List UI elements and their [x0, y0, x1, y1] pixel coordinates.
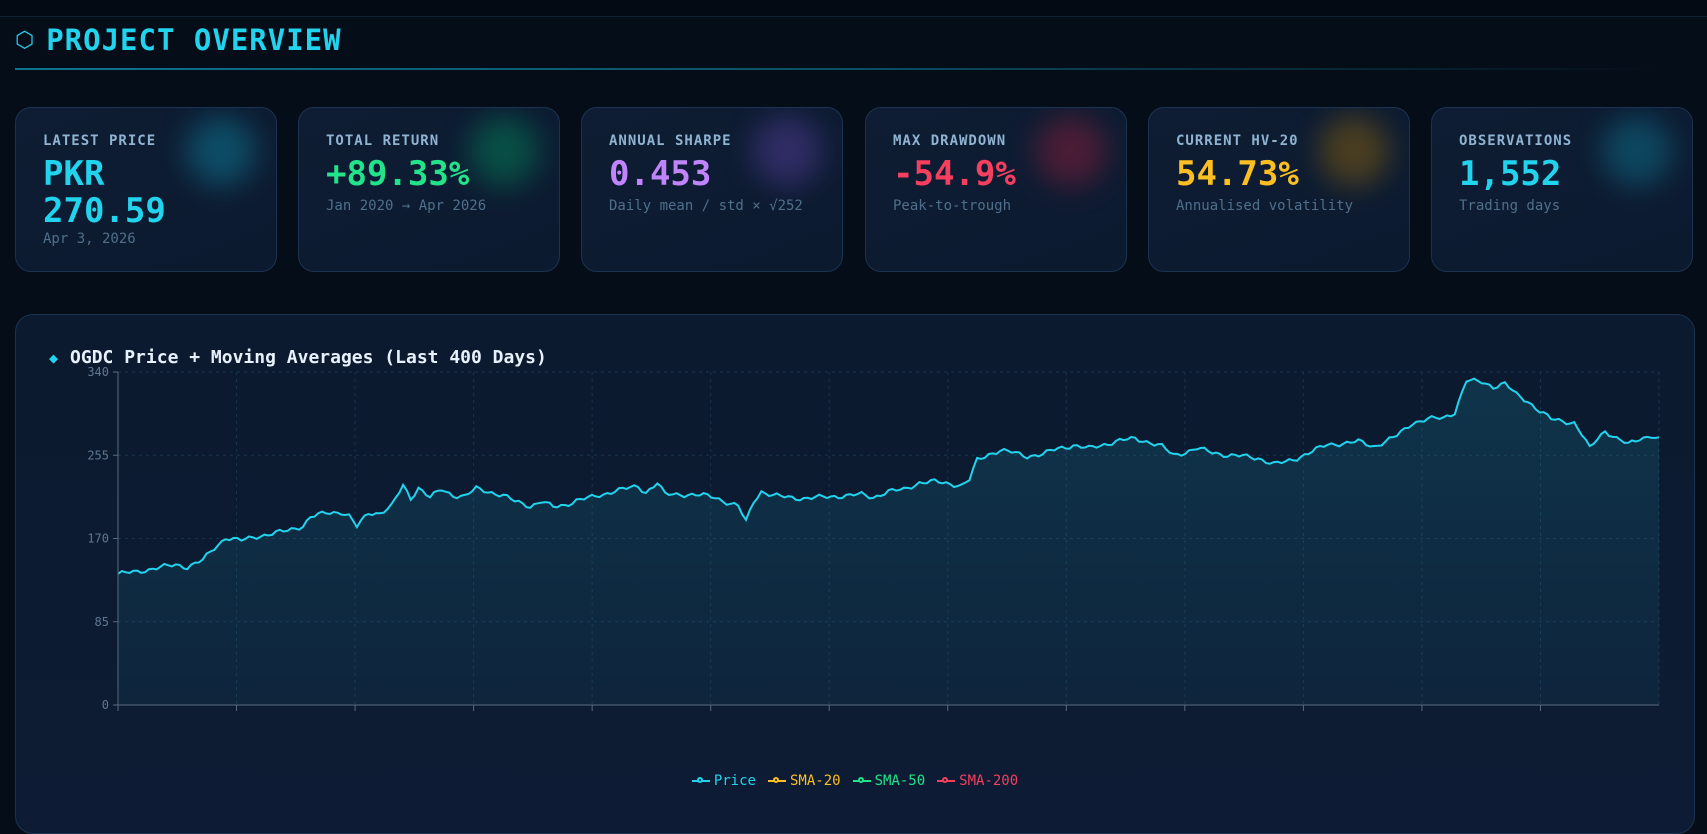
legend-label: SMA-50: [874, 773, 926, 789]
page-header: ⬡ PROJECT OVERVIEW: [15, 20, 342, 60]
y-tick-label: 170: [87, 532, 109, 546]
legend-label: Price: [713, 773, 756, 789]
card-glow: [469, 116, 539, 186]
legend-item-sma50[interactable]: SMA-50: [852, 773, 926, 789]
kpi-value: 54.73%: [1176, 154, 1299, 194]
kpi-subtext: Peak-to-trough: [893, 198, 1012, 214]
kpi-card-total-return: TOTAL RETURN +89.33% Jan 2020 → Apr 2026: [298, 107, 560, 272]
chart-header: ◆ OGDC Price + Moving Averages (Last 400…: [49, 347, 547, 368]
page-title: PROJECT OVERVIEW: [46, 23, 342, 57]
kpi-label: LATEST PRICE: [43, 133, 157, 149]
kpi-subtext: Jan 2020 → Apr 2026: [326, 198, 487, 214]
card-glow: [1602, 116, 1672, 186]
legend-marker-icon: [937, 777, 956, 783]
kpi-label: TOTAL RETURN: [326, 133, 440, 149]
legend-marker-icon: [852, 777, 871, 783]
kpi-value: +89.33%: [326, 154, 470, 194]
card-glow: [1319, 116, 1389, 186]
y-axis-ticks: 0 85 170 255 340: [87, 365, 118, 712]
kpi-label: CURRENT HV-20: [1176, 133, 1299, 149]
kpi-subtext: Annualised volatility: [1176, 198, 1354, 214]
kpi-value: 0.453: [609, 154, 712, 194]
y-tick-label: 85: [95, 615, 109, 629]
kpi-subtext: Daily mean / std × √252: [609, 198, 803, 214]
kpi-value-amount: 270.59: [43, 191, 166, 231]
card-glow: [752, 116, 822, 186]
y-tick-label: 340: [87, 365, 109, 379]
y-tick-label: 255: [87, 448, 109, 462]
hexagon-icon: ⬡: [15, 27, 35, 53]
kpi-card-latest-price: LATEST PRICE PKR 270.59 Apr 3, 2026: [15, 107, 277, 272]
legend-item-sma200[interactable]: SMA-200: [937, 773, 1018, 789]
kpi-value: PKR 270.59: [43, 156, 166, 230]
kpi-card-current-hv20: CURRENT HV-20 54.73% Annualised volatili…: [1148, 107, 1410, 272]
card-glow: [186, 116, 256, 186]
legend-marker-icon: [691, 777, 710, 783]
kpi-value: 1,552: [1459, 154, 1562, 194]
chart-title: OGDC Price + Moving Averages (Last 400 D…: [70, 347, 547, 368]
y-tick-label: 0: [102, 698, 109, 712]
chart-legend: Price SMA-20 SMA-50 SMA-200: [16, 773, 1694, 789]
price-area: [118, 378, 1659, 705]
diamond-icon: ◆: [49, 348, 59, 367]
kpi-subtext: Trading days: [1459, 198, 1561, 214]
chart-panel: ◆ OGDC Price + Moving Averages (Last 400…: [15, 314, 1695, 834]
legend-label: SMA-20: [789, 773, 841, 789]
x-axis-ticks: [117, 705, 1541, 711]
kpi-value: -54.9%: [893, 154, 1016, 194]
card-glow: [1036, 116, 1106, 186]
kpi-subtext: Apr 3, 2026: [43, 231, 136, 247]
price-series-line: [117, 377, 1660, 575]
legend-item-sma20[interactable]: SMA-20: [767, 773, 841, 789]
header-divider: [15, 68, 1665, 70]
legend-item-price[interactable]: Price: [691, 773, 756, 789]
kpi-card-max-drawdown: MAX DRAWDOWN -54.9% Peak-to-trough: [865, 107, 1127, 272]
price-chart[interactable]: 0 85 170 255 340: [16, 315, 1696, 755]
kpi-label: ANNUAL SHARPE: [609, 133, 732, 149]
kpi-value-currency: PKR: [43, 154, 105, 194]
kpi-card-annual-sharpe: ANNUAL SHARPE 0.453 Daily mean / std × √…: [581, 107, 843, 272]
legend-marker-icon: [767, 777, 786, 783]
kpi-label: MAX DRAWDOWN: [893, 133, 1007, 149]
kpi-label: OBSERVATIONS: [1459, 133, 1573, 149]
legend-label: SMA-200: [959, 773, 1019, 789]
kpi-card-observations: OBSERVATIONS 1,552 Trading days: [1431, 107, 1693, 272]
top-bar: [0, 0, 1707, 17]
